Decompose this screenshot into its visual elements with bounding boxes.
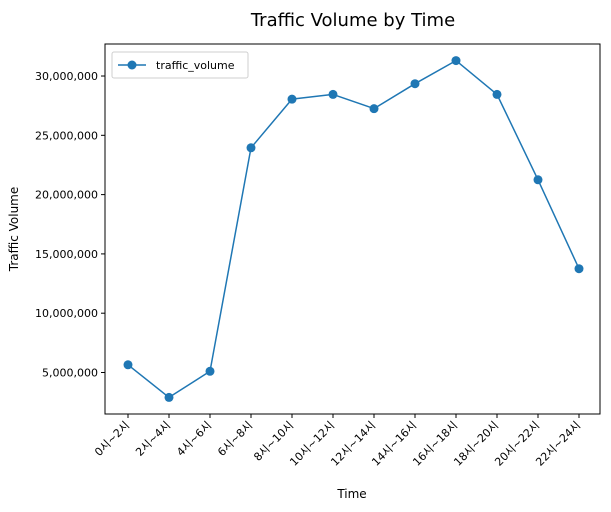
data-point <box>574 264 584 274</box>
legend: traffic_volume <box>111 51 249 79</box>
y-tick-label: 5,000,000 <box>42 366 98 379</box>
x-axis-label: Time <box>336 487 366 501</box>
x-tick-label: 22시~24시 <box>533 419 583 469</box>
plot-area <box>104 43 601 415</box>
data-point <box>492 89 502 99</box>
y-axis-ticks: 5,000,000 10,000,000 15,000,000 20,000,000 2… <box>35 70 105 379</box>
data-point <box>451 56 461 66</box>
y-axis-label: Traffic Volume <box>7 187 21 273</box>
legend-series-label: traffic_volume <box>156 59 235 72</box>
data-point <box>246 143 256 153</box>
y-tick-label: 20,000,000 <box>35 189 98 202</box>
data-point <box>533 175 543 185</box>
data-point <box>205 366 215 376</box>
chart-title: Traffic Volume by Time <box>250 10 455 31</box>
data-point <box>164 392 174 402</box>
legend-box <box>111 51 249 79</box>
series-line-traffic_volume <box>127 59 580 399</box>
x-tick-label: 0시~2시 <box>92 419 132 459</box>
x-tick-label: 2시~4시 <box>133 419 173 459</box>
x-axis-ticks: 0시~2시 2시~4시 4시~6시 6시~8시8시~10시10시~12시12시~14시… <box>92 414 583 469</box>
y-tick-label: 30,000,000 <box>35 70 98 83</box>
y-tick-label: 25,000,000 <box>35 129 98 142</box>
data-point <box>410 79 420 89</box>
series-group <box>123 56 584 402</box>
x-tick-label: 6시~8시 <box>215 419 255 459</box>
legend-series-marker <box>127 60 137 70</box>
y-tick-label: 10,000,000 <box>35 307 98 320</box>
x-tick-label: 4시~6시 <box>174 419 214 459</box>
data-point <box>328 89 338 99</box>
data-point <box>369 104 379 114</box>
y-tick-label: 15,000,000 <box>35 248 98 261</box>
data-point <box>287 94 297 104</box>
data-point <box>123 360 133 370</box>
